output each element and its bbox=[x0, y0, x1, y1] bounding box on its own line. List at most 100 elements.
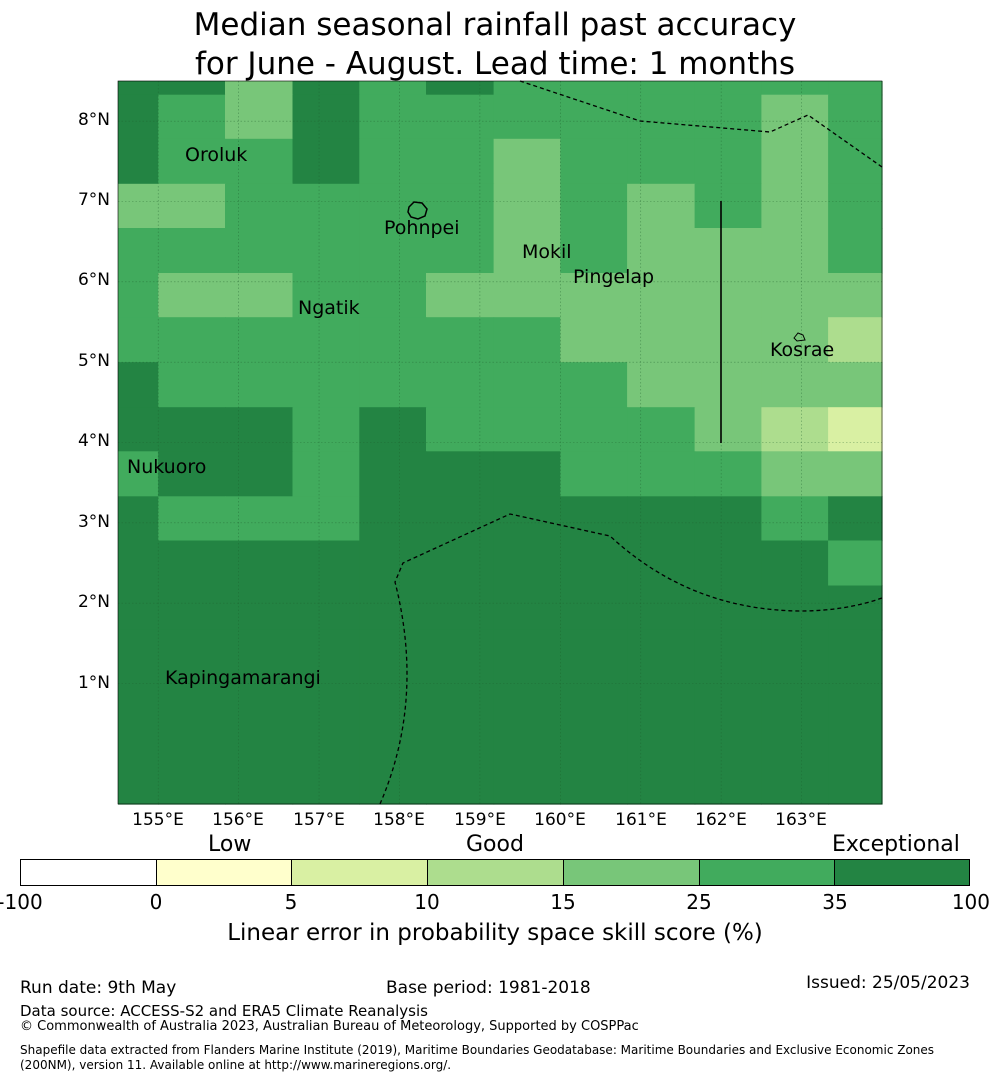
skill-cell bbox=[828, 228, 883, 274]
skill-cell bbox=[560, 273, 628, 318]
skill-cell bbox=[560, 228, 628, 274]
skill-cell bbox=[828, 317, 883, 363]
skill-cell bbox=[292, 138, 360, 185]
skill-cell bbox=[627, 362, 696, 408]
skill-cell bbox=[828, 81, 883, 96]
skill-cell bbox=[560, 540, 628, 587]
skill-cell bbox=[694, 183, 762, 229]
lon-tick-161e: 161°E bbox=[615, 810, 667, 830]
skill-cell bbox=[426, 228, 495, 274]
skill-cell bbox=[118, 183, 159, 229]
skill-cell bbox=[225, 183, 294, 229]
skill-cell bbox=[694, 451, 762, 497]
skill-cell bbox=[158, 94, 226, 140]
colorbar bbox=[20, 859, 970, 886]
skill-cell bbox=[828, 540, 883, 587]
colorbar-tick-10: 10 bbox=[414, 890, 440, 914]
skill-cell bbox=[493, 362, 561, 408]
skill-cell bbox=[158, 183, 226, 229]
lon-tick-162e: 162°E bbox=[695, 810, 747, 830]
skill-cell bbox=[627, 183, 696, 229]
skill-cell bbox=[694, 81, 762, 96]
skill-cell bbox=[761, 585, 829, 631]
skill-cell bbox=[560, 317, 628, 363]
skill-cell bbox=[225, 228, 294, 274]
base-period: Base period: 1981-2018 bbox=[386, 978, 591, 998]
skill-cell bbox=[761, 183, 829, 229]
skill-cell bbox=[828, 94, 883, 140]
skill-cell bbox=[359, 407, 427, 452]
skill-cell bbox=[627, 228, 696, 274]
skill-cell bbox=[292, 585, 360, 631]
skill-cell bbox=[359, 540, 427, 587]
skill-cell bbox=[426, 138, 495, 185]
colorbar-tick-0: 0 bbox=[149, 890, 163, 914]
colorbar-heading-good: Good bbox=[466, 832, 524, 857]
skill-cell bbox=[158, 407, 226, 452]
skill-cell bbox=[158, 228, 226, 274]
skill-cell bbox=[828, 407, 883, 452]
colorbar-tick-100: 100 bbox=[951, 890, 990, 914]
lon-tick-160e: 160°E bbox=[534, 810, 586, 830]
skill-cell bbox=[225, 451, 294, 497]
skill-cell bbox=[292, 540, 360, 587]
skill-cell bbox=[560, 407, 628, 452]
skill-cell bbox=[694, 407, 762, 452]
colorbar-segment-low bbox=[157, 860, 292, 885]
skill-cell bbox=[426, 540, 495, 587]
map-frame bbox=[117, 80, 883, 805]
eez-boundary-south bbox=[379, 513, 883, 805]
skill-cell bbox=[292, 362, 360, 408]
skill-cell bbox=[560, 94, 628, 140]
skill-cell bbox=[359, 94, 427, 140]
skill-cell bbox=[560, 81, 628, 96]
skill-cell bbox=[359, 496, 427, 542]
colorbar-segment-15-25 bbox=[564, 860, 700, 885]
skill-cell bbox=[493, 496, 561, 542]
skill-cell bbox=[761, 451, 829, 497]
skill-grid-cells bbox=[118, 81, 883, 805]
skill-cell bbox=[761, 362, 829, 408]
skill-cell bbox=[761, 273, 829, 318]
skill-cell bbox=[426, 496, 495, 542]
skill-cell bbox=[761, 138, 829, 185]
lat-tick-7n: 7°N bbox=[77, 190, 110, 210]
lon-tick-159e: 159°E bbox=[454, 810, 506, 830]
place-label-pingelap: Pingelap bbox=[573, 266, 654, 288]
skill-cell bbox=[158, 496, 226, 542]
skill-cell bbox=[627, 629, 696, 805]
skill-cell bbox=[493, 183, 561, 229]
copyright-notice: © Commonwealth of Australia 2023, Austra… bbox=[20, 1019, 639, 1034]
place-label-kosrae: Kosrae bbox=[770, 339, 834, 361]
skill-cell bbox=[694, 540, 762, 587]
skill-cell bbox=[828, 629, 883, 805]
colorbar-segment-white bbox=[21, 860, 157, 885]
place-label-ngatik: Ngatik bbox=[298, 297, 360, 319]
data-source: Data source: ACCESS-S2 and ERA5 Climate … bbox=[20, 1002, 428, 1020]
skill-cell bbox=[158, 362, 226, 408]
skill-cell bbox=[694, 585, 762, 631]
skill-cell bbox=[560, 496, 628, 542]
skill-cell bbox=[694, 138, 762, 185]
skill-cell bbox=[292, 81, 360, 96]
skill-cell bbox=[426, 183, 495, 229]
lon-tick-157e: 157°E bbox=[293, 810, 345, 830]
skill-cell bbox=[761, 94, 829, 140]
shapefile-credit-line1: Shapefile data extracted from Flanders M… bbox=[20, 1043, 935, 1057]
skill-cell bbox=[225, 540, 294, 587]
colorbar-segment-25-35 bbox=[700, 860, 835, 885]
skill-cell bbox=[118, 317, 159, 363]
skill-cell bbox=[761, 496, 829, 542]
skill-cell bbox=[493, 81, 561, 96]
colorbar-segment-10-15 bbox=[428, 860, 564, 885]
skill-cell bbox=[118, 451, 159, 497]
skill-cell bbox=[426, 94, 495, 140]
skill-cell bbox=[292, 496, 360, 542]
skill-cell bbox=[292, 228, 360, 274]
skill-cell bbox=[493, 138, 561, 185]
skill-cell bbox=[292, 94, 360, 140]
skill-cell bbox=[359, 451, 427, 497]
skill-cell bbox=[158, 585, 226, 631]
skill-cell bbox=[292, 451, 360, 497]
skill-cell bbox=[493, 540, 561, 587]
